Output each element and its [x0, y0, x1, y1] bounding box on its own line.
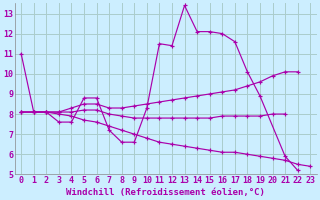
X-axis label: Windchill (Refroidissement éolien,°C): Windchill (Refroidissement éolien,°C) [66, 188, 265, 197]
